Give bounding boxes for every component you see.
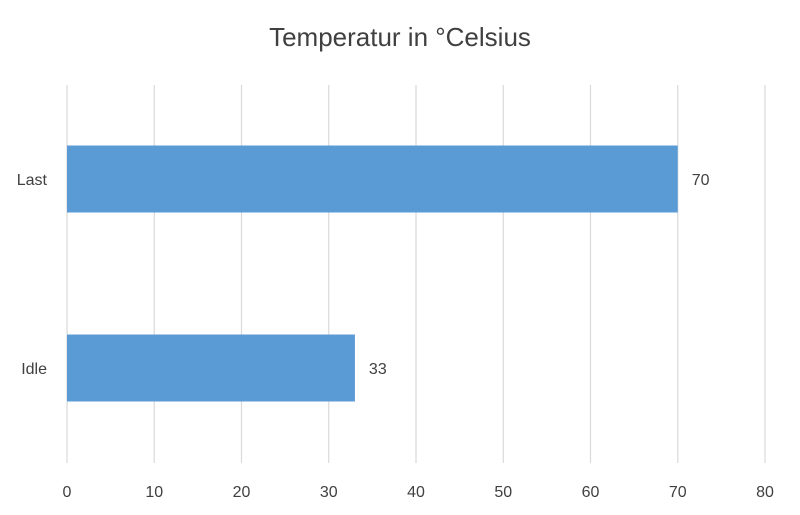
data-label-last: 70: [692, 172, 710, 189]
data-labels: 70 33: [369, 172, 710, 378]
bar-idle: [67, 334, 355, 402]
x-tick-label-50: 50: [494, 484, 512, 501]
x-tick-label-40: 40: [407, 484, 425, 501]
data-label-idle: 33: [369, 361, 387, 378]
x-tick-label-80: 80: [756, 484, 774, 501]
category-label-last: Last: [17, 172, 48, 189]
x-axis-ticks: 0 10 20 30 40 50 60 70 80: [63, 484, 774, 501]
category-labels: Last Idle: [17, 172, 48, 378]
bars: [67, 145, 678, 402]
x-tick-label-0: 0: [63, 484, 72, 501]
chart-title: Temperatur in °Celsius: [269, 22, 531, 52]
grid-lines: [66, 85, 766, 463]
x-tick-label-20: 20: [233, 484, 251, 501]
bar-last: [67, 145, 678, 213]
x-tick-label-60: 60: [582, 484, 600, 501]
category-label-idle: Idle: [21, 361, 47, 378]
x-tick-label-30: 30: [320, 484, 338, 501]
x-tick-label-10: 10: [145, 484, 163, 501]
x-tick-label-70: 70: [669, 484, 687, 501]
